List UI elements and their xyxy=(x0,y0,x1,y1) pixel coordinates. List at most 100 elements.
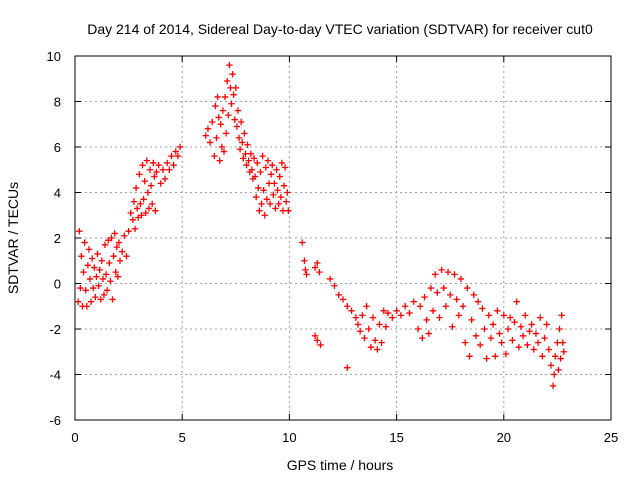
data-point-marker xyxy=(234,107,242,114)
data-point-marker xyxy=(555,366,562,374)
data-point-marker xyxy=(455,312,462,319)
data-point-marker xyxy=(115,239,123,246)
data-point-marker xyxy=(554,339,561,346)
y-tick-label: 8 xyxy=(54,95,61,110)
data-point-marker xyxy=(410,298,417,305)
chart-title: Day 214 of 2014, Sidereal Day-to-day VTE… xyxy=(87,21,593,37)
data-point-marker xyxy=(543,321,550,328)
y-tick-label: -6 xyxy=(49,413,61,428)
data-point-marker xyxy=(76,227,83,235)
data-point-marker xyxy=(240,155,247,162)
data-point-marker xyxy=(348,307,355,314)
data-point-marker xyxy=(263,196,271,203)
data-point-marker xyxy=(118,248,126,255)
data-point-marker xyxy=(382,323,390,330)
data-point-marker xyxy=(227,84,234,92)
data-point-marker xyxy=(267,171,275,178)
data-point-marker xyxy=(429,307,437,314)
data-point-marker xyxy=(468,316,475,324)
data-point-marker xyxy=(431,271,439,278)
data-point-marker xyxy=(449,323,456,330)
data-point-marker xyxy=(507,314,514,321)
data-point-marker xyxy=(260,187,267,194)
data-point-marker xyxy=(232,84,239,92)
data-point-marker xyxy=(110,253,117,260)
data-point-marker xyxy=(83,303,90,310)
data-point-marker xyxy=(279,207,287,214)
data-point-marker xyxy=(206,139,214,146)
data-point-marker xyxy=(81,239,88,246)
data-point-marker xyxy=(331,282,338,289)
data-point-marker xyxy=(77,284,84,292)
data-point-marker xyxy=(389,314,396,321)
data-point-marker xyxy=(522,312,529,319)
data-point-marker xyxy=(226,61,233,69)
data-point-marker xyxy=(213,134,220,142)
data-point-marker xyxy=(131,225,139,233)
data-point-marker xyxy=(99,275,107,283)
data-point-marker xyxy=(416,303,424,310)
data-point-marker xyxy=(278,159,286,167)
x-tick-label: 20 xyxy=(497,430,511,445)
data-point-marker xyxy=(202,132,209,139)
data-point-marker xyxy=(371,337,379,344)
data-point-marker xyxy=(113,243,121,251)
data-point-marker xyxy=(314,337,321,344)
data-point-marker xyxy=(367,344,375,351)
data-point-marker xyxy=(141,177,148,185)
data-point-marker xyxy=(419,334,426,342)
data-point-marker xyxy=(123,253,130,260)
data-point-marker xyxy=(155,162,162,169)
data-point-marker xyxy=(211,152,218,160)
data-point-marker xyxy=(100,291,108,299)
data-point-marker xyxy=(549,382,557,390)
data-point-marker xyxy=(125,227,132,235)
data-point-marker xyxy=(557,355,564,362)
data-point-marker xyxy=(447,291,454,299)
data-point-marker xyxy=(172,148,179,155)
data-point-marker xyxy=(215,114,222,121)
plot-frame xyxy=(74,55,612,421)
data-point-marker xyxy=(494,307,501,314)
data-point-marker xyxy=(239,139,246,146)
data-point-marker xyxy=(114,273,122,280)
data-point-marker xyxy=(339,296,347,303)
x-tick-label: 5 xyxy=(179,430,186,445)
data-point-marker xyxy=(282,198,290,205)
x-tick-label: 15 xyxy=(389,430,403,445)
data-point-marker xyxy=(256,207,263,214)
data-point-marker xyxy=(485,312,492,319)
data-point-marker xyxy=(216,157,223,164)
x-axis-title: GPS time / hours xyxy=(287,457,394,473)
data-point-marker xyxy=(462,339,469,346)
data-point-marker xyxy=(363,303,370,310)
data-point-marker xyxy=(272,205,279,212)
data-point-marker xyxy=(103,287,111,294)
data-point-marker xyxy=(427,284,435,292)
data-point-marker xyxy=(276,173,283,180)
data-point-marker xyxy=(498,339,505,346)
data-point-marker xyxy=(285,207,292,214)
data-point-marker xyxy=(82,287,89,294)
data-point-marker xyxy=(106,259,113,267)
data-point-marker xyxy=(453,296,460,303)
data-point-marker xyxy=(277,193,285,201)
data-point-marker xyxy=(275,200,282,208)
data-point-marker xyxy=(264,157,272,164)
data-point-marker xyxy=(302,266,309,274)
data-point-marker xyxy=(500,312,507,319)
data-point-marker xyxy=(116,257,124,264)
data-point-marker xyxy=(145,205,153,212)
x-tick-label: 0 xyxy=(71,430,78,445)
data-point-marker xyxy=(281,164,289,171)
data-point-marker xyxy=(530,346,538,353)
data-point-marker xyxy=(369,314,377,321)
data-point-marker xyxy=(515,344,523,351)
data-point-marker xyxy=(550,371,558,378)
data-point-marker xyxy=(397,312,405,319)
data-point-marker xyxy=(299,239,306,246)
data-point-marker xyxy=(511,318,518,326)
data-point-marker xyxy=(489,321,497,328)
data-point-marker xyxy=(258,200,265,208)
